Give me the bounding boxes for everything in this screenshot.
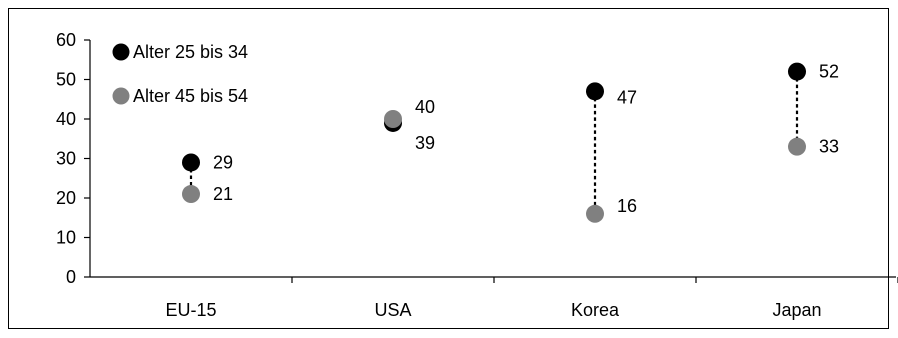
legend: Alter 25 bis 34 Alter 45 bis 54 — [112, 42, 248, 106]
data-labels: 29 21 40 39 47 16 52 33 — [213, 62, 839, 216]
data-point — [586, 204, 604, 223]
data-point — [384, 110, 402, 128]
data-point — [788, 62, 806, 81]
data-point — [788, 137, 806, 156]
data-label: 33 — [819, 137, 839, 157]
legend-label: Alter 25 bis 34 — [133, 42, 248, 62]
y-tick-label: 30 — [56, 149, 76, 169]
connectors — [189, 71, 799, 214]
y-tick-label: 10 — [56, 228, 76, 248]
y-tick-label: 0 — [66, 267, 76, 287]
y-tick-label: 20 — [56, 188, 76, 208]
data-label: 29 — [213, 152, 233, 172]
y-tick-label: 40 — [56, 109, 76, 129]
legend-marker — [112, 87, 130, 105]
x-tick-label: USA — [374, 300, 411, 320]
data-point — [182, 185, 200, 204]
data-label: 21 — [213, 184, 233, 204]
y-tick-label: 50 — [56, 70, 76, 90]
data-label: 16 — [617, 196, 637, 216]
legend-marker — [112, 43, 130, 61]
x-tick-label: Japan — [772, 300, 821, 320]
data-label: 47 — [617, 87, 637, 107]
x-tick-label: Korea — [571, 300, 620, 320]
axes: 0 10 20 30 40 50 60 EU-15 USA Korea Japan — [56, 30, 898, 320]
y-tick-label: 60 — [56, 30, 76, 50]
x-tick-label: EU-15 — [165, 300, 216, 320]
legend-label: Alter 45 bis 54 — [133, 86, 248, 106]
data-label: 52 — [819, 62, 839, 82]
data-label: 39 — [415, 133, 435, 153]
data-point — [586, 82, 604, 101]
data-label: 40 — [415, 97, 435, 117]
data-points — [182, 62, 806, 223]
data-point — [182, 153, 200, 172]
chart-frame — [8, 8, 889, 329]
